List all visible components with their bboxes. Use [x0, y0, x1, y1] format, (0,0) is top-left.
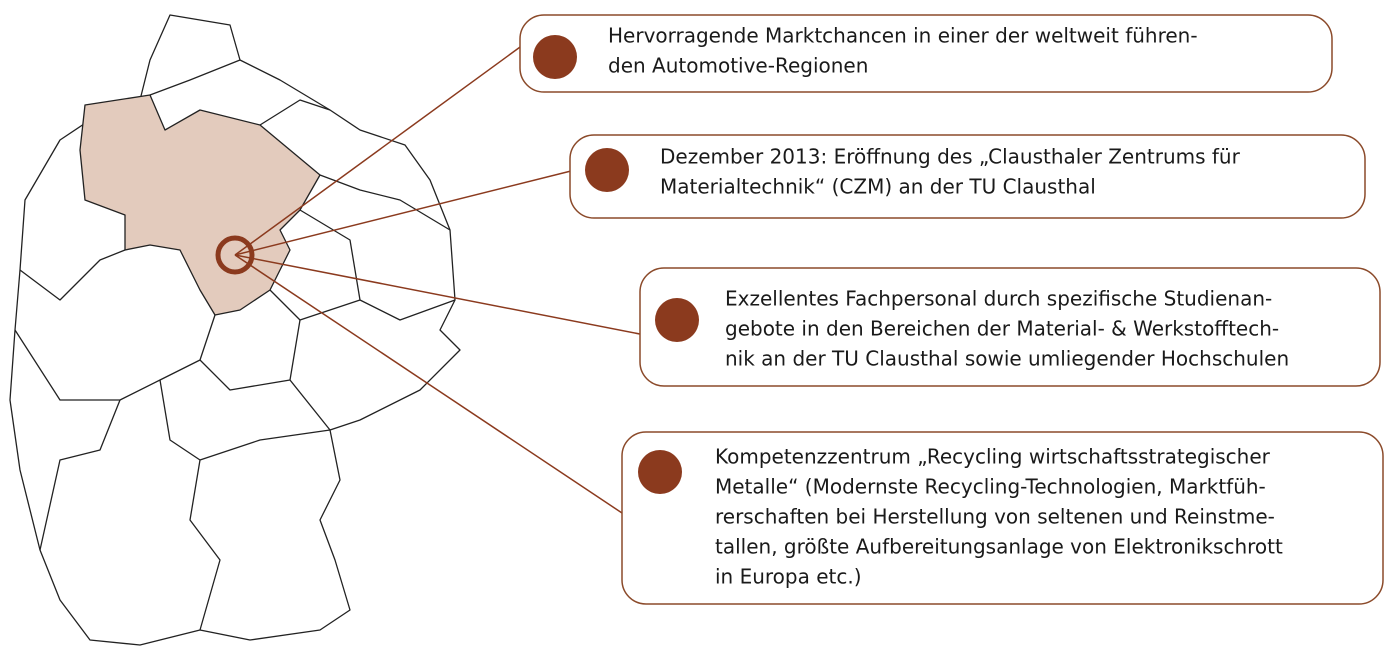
connector-lines: [234, 41, 646, 516]
state-border: [199, 359, 291, 391]
info-text: Materialtechnik“ (CZM) an der TU Clausth…: [660, 175, 1096, 199]
state-border: [39, 399, 121, 551]
location-ring: [215, 235, 255, 275]
info-box: [519, 14, 1333, 93]
info-box: [639, 267, 1381, 387]
info-text: in Europa etc.): [715, 565, 862, 589]
state-border: [19, 249, 126, 301]
bullet: [533, 35, 577, 79]
connector: [234, 41, 528, 256]
bullet: [655, 298, 699, 342]
info-box: [621, 431, 1384, 605]
info-text: Dezember 2013: Eröffnung des „Clausthale…: [660, 145, 1241, 169]
info-boxes: Hervorragende Marktchancen in einer der …: [519, 14, 1384, 605]
connector: [234, 254, 646, 336]
state-border: [319, 174, 451, 231]
info-text: nik an der TU Clausthal sowie umliegende…: [725, 347, 1289, 371]
state-border: [149, 59, 241, 96]
info-text: Exzellentes Fachpersonal durch spezifisc…: [725, 287, 1272, 311]
info-text: Kompetenzzentrum „Recycling wirtschaftss…: [715, 445, 1271, 469]
state-border: [159, 379, 221, 631]
info-text: Metalle“ (Modernste Recycling-Technologi…: [715, 475, 1266, 499]
info-text: tallen, größte Aufbereitungsanlage von E…: [715, 535, 1283, 559]
info-text: gebote in den Bereichen der Material- & …: [725, 317, 1279, 341]
bullet: [585, 148, 629, 192]
info-text: den Automotive-Regionen: [608, 54, 868, 78]
state-border: [199, 429, 331, 461]
info-text: rerschaften bei Herstellung von seltenen…: [715, 505, 1275, 529]
bullet: [638, 450, 682, 494]
connector: [234, 254, 626, 516]
info-text: Hervorragende Marktchancen in einer der …: [608, 24, 1198, 48]
info-box: [569, 134, 1366, 219]
connector: [234, 169, 576, 256]
state-border: [14, 314, 216, 401]
state-border: [259, 99, 331, 126]
germany-outline: [9, 14, 461, 646]
germany-map: [9, 14, 461, 646]
